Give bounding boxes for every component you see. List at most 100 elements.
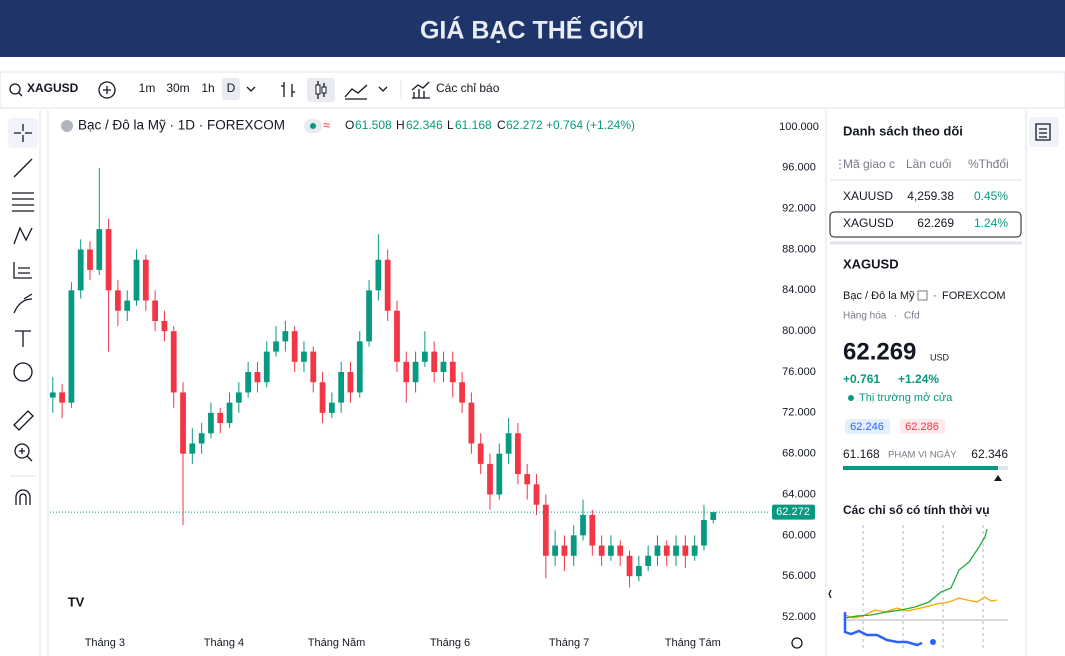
row-symbol[interactable]: XAGUSD	[843, 216, 894, 230]
y-tick-label: 92.000	[782, 203, 816, 215]
tool-fib[interactable]	[12, 192, 34, 212]
candle-body	[431, 351, 438, 373]
candle-body	[142, 259, 149, 301]
tool-zoom-plus	[19, 448, 33, 462]
external-link[interactable]	[917, 290, 928, 301]
interval[interactable]: 1h	[201, 81, 214, 95]
tv-logo: TV	[68, 594, 85, 609]
detail-exchange: FOREXCOM	[942, 290, 1006, 302]
range-fill	[843, 466, 998, 470]
bar-type[interactable]	[281, 82, 295, 97]
candle-body	[617, 545, 624, 556]
candle-type-bg	[307, 78, 335, 102]
tool-forecast[interactable]	[13, 262, 32, 279]
search-icon[interactable]	[9, 83, 21, 95]
row-change: 0.45%	[974, 189, 1008, 203]
candle-body	[635, 565, 642, 577]
candle-body	[515, 433, 521, 475]
settings-icon[interactable]	[791, 637, 803, 649]
last-price-label: 62.272	[776, 506, 810, 518]
tool-measure[interactable]	[13, 410, 34, 431]
tool-brush[interactable]	[13, 293, 33, 314]
symbol[interactable]: XAGUSD	[27, 81, 79, 95]
ohlc-value: 61.508	[355, 118, 392, 132]
y-tick-label: 76.000	[782, 366, 816, 378]
candle-body	[170, 331, 177, 393]
row-change: 1.24%	[974, 216, 1008, 230]
candle-body	[273, 341, 279, 352]
detail-name: Bạc / Đô la Mỹ	[843, 290, 915, 302]
ask-bg	[900, 419, 945, 434]
tool-magnet[interactable]	[15, 489, 31, 505]
type-menu[interactable]	[378, 86, 388, 92]
candle-body	[394, 310, 400, 362]
candle-body	[682, 545, 689, 556]
candle-body	[96, 229, 103, 270]
candle-body	[710, 512, 717, 520]
candle-body	[310, 351, 317, 383]
tv-logo-bg	[62, 590, 90, 616]
watchlist-icon[interactable]	[1035, 123, 1051, 141]
candle-body	[589, 514, 596, 546]
candle-body	[366, 290, 372, 342]
candle-body	[645, 555, 652, 566]
candle-body	[263, 351, 270, 383]
interval[interactable]: 30m	[166, 81, 189, 95]
y-tick-label: 56.000	[782, 570, 816, 582]
detail-category: Hàng hóa	[843, 311, 887, 322]
interval[interactable]: D	[227, 81, 236, 95]
candle-body	[68, 290, 75, 403]
area-type[interactable]	[344, 84, 368, 100]
candle-body	[301, 351, 307, 362]
candle-body	[477, 443, 484, 464]
candle-body	[180, 392, 186, 454]
add-symbol[interactable]	[98, 81, 116, 99]
candle-body	[524, 474, 531, 485]
bid: 62.246	[850, 421, 884, 433]
ohlc-value: 62.346	[406, 118, 443, 132]
candle-body	[384, 259, 391, 311]
candle-body	[77, 249, 84, 291]
tool-pattern[interactable]	[13, 226, 33, 245]
indicators[interactable]: Các chỉ báo	[436, 81, 500, 95]
y-tick-label: 64.000	[782, 488, 816, 500]
candle-body	[422, 351, 428, 362]
seasonal-line	[844, 596, 998, 619]
y-tick-label: 80.000	[782, 325, 816, 337]
candle-body	[598, 545, 605, 556]
tool-text[interactable]	[15, 330, 31, 347]
column-header: Mã giao c	[843, 157, 895, 171]
candle-body	[347, 372, 354, 393]
tool-crosshair[interactable]	[14, 124, 32, 142]
column-handle: ⋮	[834, 157, 846, 171]
candle-body	[124, 300, 131, 311]
interval[interactable]: 1m	[139, 81, 156, 95]
range-low: 61.168	[843, 447, 880, 461]
x-tick-label: Tháng 6	[430, 637, 470, 649]
x-tick-label: Tháng 7	[549, 637, 589, 649]
detail-price: 62.269	[843, 338, 916, 365]
y-tick-label: 68.000	[782, 448, 816, 460]
ohlc-letter: H	[396, 118, 405, 132]
candle-body	[608, 545, 614, 556]
candle-body	[449, 361, 456, 383]
tool-zoom[interactable]	[14, 443, 30, 459]
candle-type-body	[321, 86, 327, 94]
candle-body	[245, 372, 252, 393]
candle-body	[654, 545, 661, 556]
y-tick-label: 72.000	[782, 407, 816, 419]
panel-collapse[interactable]	[828, 589, 832, 599]
indicators-icon[interactable]	[411, 81, 430, 99]
change-pct: (+1.24%)	[586, 118, 635, 132]
candle-body	[226, 402, 233, 424]
seasonal-grid	[862, 525, 984, 650]
candle-body	[505, 433, 512, 454]
candle-body	[487, 463, 493, 495]
tool-trendline[interactable]	[13, 158, 33, 178]
tool-emoji[interactable]	[13, 362, 33, 382]
interval-menu[interactable]	[246, 86, 256, 92]
candle-body	[356, 341, 363, 393]
add-symbol-plus	[103, 86, 111, 94]
row-symbol[interactable]: XAUUSD	[843, 189, 893, 203]
